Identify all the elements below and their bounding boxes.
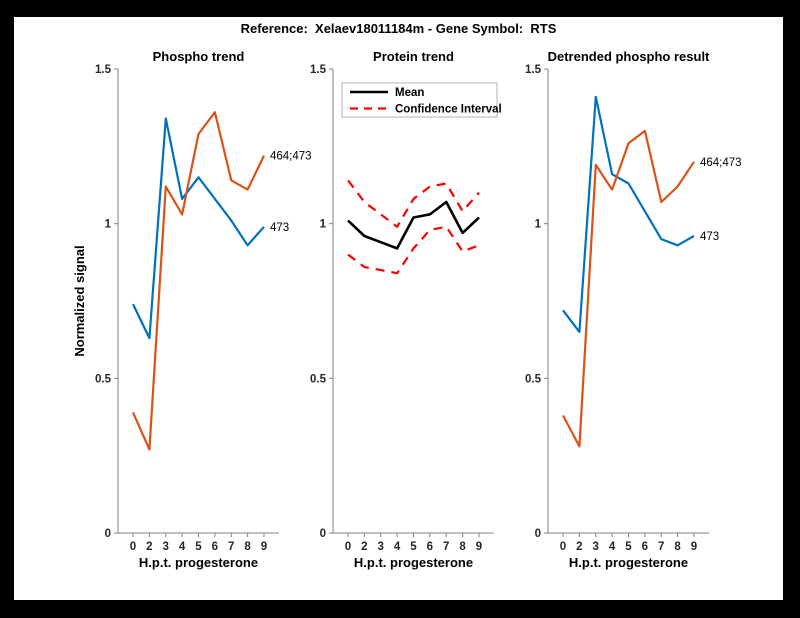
y-axis-label: Normalized signal	[72, 245, 87, 356]
protein-trend-x-axis-label: H.p.t. progesterone	[354, 555, 473, 570]
protein-trend-series-confidence-interval-upper	[347, 179, 480, 228]
protein-trend-legend-box	[341, 82, 498, 118]
detrended-phospho-result-x-tick-label: 7	[658, 541, 664, 553]
protein-trend-x-tick-label: 2	[361, 541, 367, 553]
protein-trend-y-tick-label: 1.5	[310, 64, 327, 76]
legend-label-confidence-interval: Confidence Interval	[395, 104, 502, 116]
phospho-trend-x-axis-label: H.p.t. progesterone	[139, 555, 258, 570]
phospho-trend-x-tick-label: 9	[261, 541, 267, 553]
detrended-phospho-result-y-tick-label: 1	[535, 219, 542, 231]
protein-trend-x-tick-label: 9	[476, 541, 482, 553]
detrended-phospho-result-series-end-label: 464;473	[700, 157, 742, 169]
phospho-trend-y-tick-label: 1.5	[95, 64, 112, 76]
detrended-phospho-result-x-tick-label: 6	[642, 541, 648, 553]
phospho-trend-x-tick-label: 3	[163, 541, 169, 553]
detrended-phospho-result-y-tick-label: 0	[535, 528, 541, 540]
phospho-trend-title: Phospho trend	[153, 49, 245, 64]
protein-trend-series-confidence-interval-lower	[347, 225, 480, 275]
detrended-phospho-result-title: Detrended phospho result	[548, 49, 710, 64]
protein-trend-legend: Mean Confidence Interval	[341, 82, 502, 118]
detrended-phospho-result-x-axis-label: H.p.t. progesterone	[569, 555, 688, 570]
detrended-phospho-result-x-tick-label: 9	[691, 541, 697, 553]
protein-trend-y-tick-label: 0.5	[310, 373, 327, 385]
phospho-trend-series-end-label: 473	[270, 222, 289, 234]
figure-canvas: Reference: Xelaev18011184m - Gene Symbol…	[14, 17, 783, 600]
detrended-phospho-result-x-tick-label: 4	[609, 541, 616, 553]
phospho-trend-x-tick-label: 2	[146, 541, 152, 553]
phospho-trend-x-tick-label: 6	[212, 541, 218, 553]
protein-trend-series-mean	[347, 200, 480, 250]
phospho-trend-x-tick-label: 5	[195, 541, 202, 553]
protein-trend-title: Protein trend	[373, 49, 454, 64]
phospho-trend-series-end-label: 464;473	[270, 151, 312, 163]
phospho-trend-x-tick-label: 4	[179, 541, 186, 553]
protein-trend-y-tick-label: 0	[320, 528, 326, 540]
phospho-trend-x-tick-label: 7	[228, 541, 234, 553]
phospho-trend-y-tick-label: 1	[105, 219, 112, 231]
phospho-trend-y-tick-label: 0.5	[95, 373, 112, 385]
phospho-trend-y-tick-label: 0	[105, 528, 111, 540]
protein-trend-x-tick-label: 3	[378, 541, 384, 553]
phospho-trend-series-473	[132, 117, 265, 340]
protein-trend-y-tick-label: 1	[320, 219, 327, 231]
phospho-trend-x-tick-label: 8	[244, 541, 251, 553]
legend-label-mean: Mean	[395, 87, 424, 99]
detrended-phospho-result-x-tick-label: 2	[576, 541, 582, 553]
phospho-trend-x-tick-label: 0	[130, 541, 136, 553]
detrended-phospho-result-y-tick-label: 1.5	[525, 64, 542, 76]
detrended-phospho-result-series-473	[562, 95, 695, 333]
phospho-trend-series-464-473	[131, 111, 265, 451]
detrended-phospho-result-x-tick-label: 5	[625, 541, 632, 553]
protein-trend-x-tick-label: 6	[427, 541, 433, 553]
protein-trend-x-tick-label: 5	[410, 541, 417, 553]
protein-trend-x-tick-label: 7	[443, 541, 449, 553]
detrended-phospho-result-series-end-label: 473	[700, 231, 719, 243]
protein-trend-x-tick-label: 8	[459, 541, 466, 553]
detrended-phospho-result-x-tick-label: 8	[674, 541, 681, 553]
detrended-phospho-result-x-tick-label: 3	[593, 541, 599, 553]
protein-trend-x-tick-label: 0	[345, 541, 351, 553]
detrended-phospho-result-series-464-473	[562, 129, 695, 448]
detrended-phospho-result-x-tick-label: 0	[560, 541, 566, 553]
figure-title: Reference: Xelaev18011184m - Gene Symbol…	[240, 21, 557, 36]
protein-trend-x-tick-label: 4	[394, 541, 401, 553]
detrended-phospho-result-y-tick-label: 0.5	[525, 373, 542, 385]
